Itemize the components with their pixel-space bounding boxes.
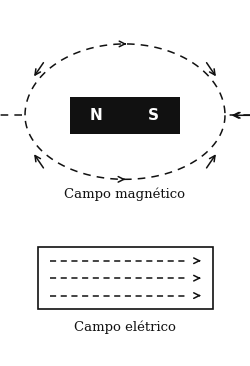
Bar (38, 247, 212, 309)
Text: N: N (90, 108, 103, 123)
Bar (70, 97, 180, 134)
Text: Campo elétrico: Campo elétrico (74, 321, 176, 334)
Text: Campo magnético: Campo magnético (64, 187, 186, 201)
Text: S: S (148, 108, 159, 123)
